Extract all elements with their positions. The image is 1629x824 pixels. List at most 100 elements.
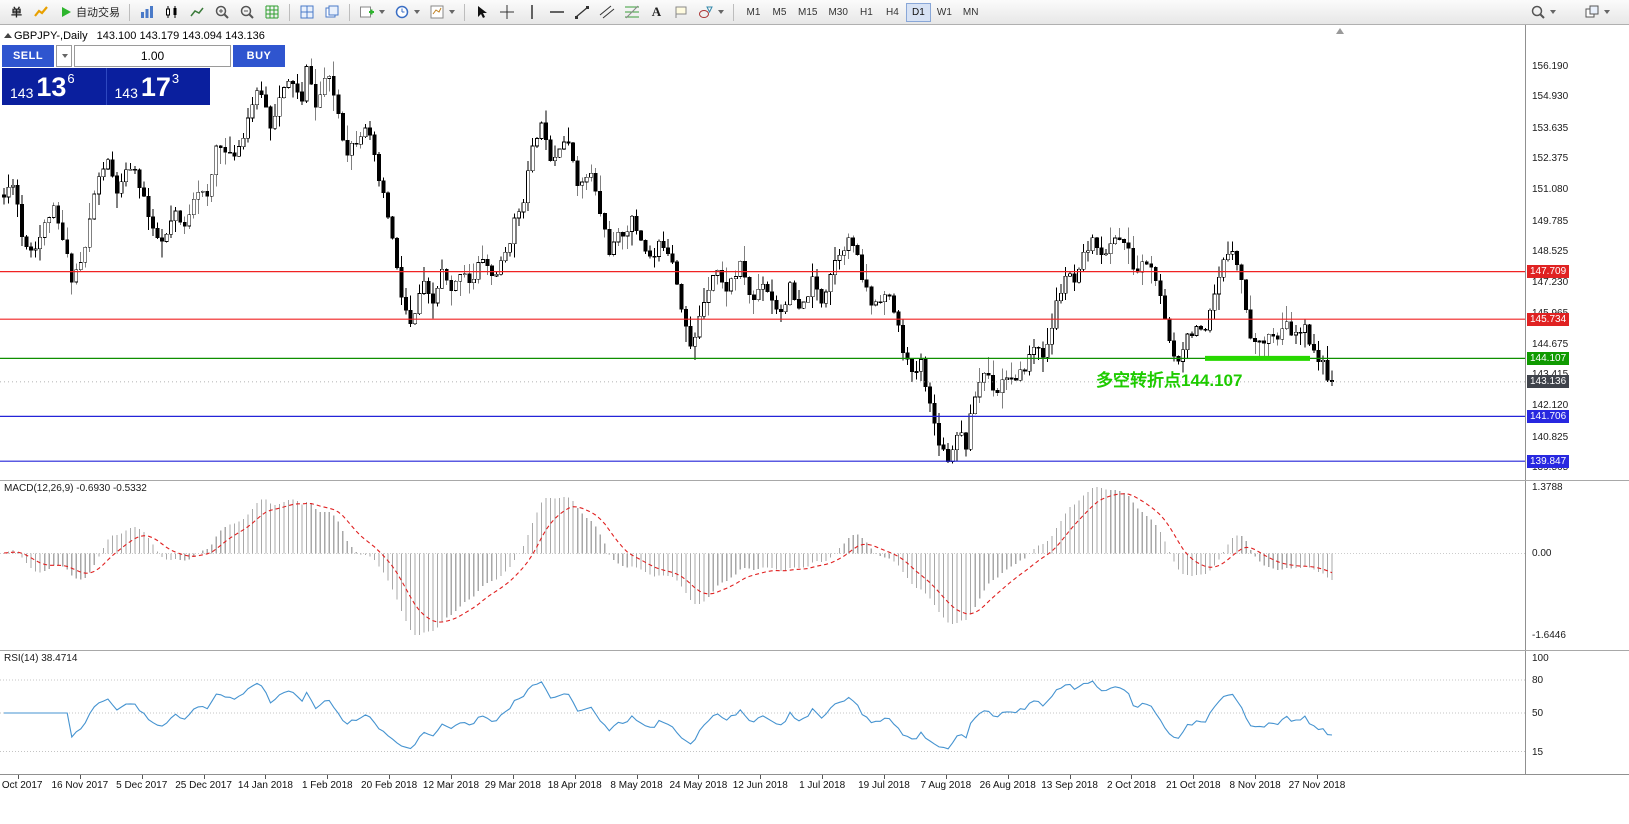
channel-button[interactable] [595, 2, 619, 23]
volume-step-dropdown[interactable] [56, 45, 72, 67]
fibonacci-button[interactable] [620, 2, 644, 23]
chevron-down-icon [379, 10, 385, 14]
periods-button[interactable] [390, 2, 424, 23]
timeframe-h4[interactable]: H4 [886, 6, 899, 18]
symbol-search-button[interactable] [1526, 2, 1560, 23]
new-order-button[interactable]: 单 [11, 7, 22, 19]
price-axis-label: 149.785 [1532, 215, 1569, 227]
macd-plot[interactable] [0, 481, 1525, 650]
time-axis[interactable]: 9 Oct 2017 16 Nov 2017 5 Dec 2017 25 Dec 20… [0, 774, 1629, 800]
time-axis-label: 16 Nov 2017 [51, 780, 109, 791]
shapes-button[interactable] [694, 2, 728, 23]
trendline-button[interactable] [570, 2, 594, 23]
play-icon [62, 7, 71, 17]
line-chart-button[interactable] [185, 2, 209, 23]
volume-input[interactable] [74, 45, 231, 67]
time-axis-label: 1 Feb 2018 [301, 780, 353, 791]
label-tool-button[interactable] [669, 2, 693, 23]
ask-big-figure: 143 [114, 85, 138, 101]
timeframe-h1[interactable]: H1 [860, 6, 873, 18]
chevron-down-icon [1604, 10, 1610, 14]
cascade-windows-button[interactable] [320, 2, 344, 23]
timeframe-mn[interactable]: MN [962, 6, 979, 18]
time-axis-label: 8 Nov 2018 [1229, 780, 1281, 791]
price-axis-label: 142.120 [1532, 400, 1569, 412]
autotrading-button[interactable]: 自动交易 [54, 2, 124, 23]
charts-menu-button[interactable] [29, 2, 53, 23]
toolbar-right-group [1526, 2, 1624, 23]
zoom-out-button[interactable] [235, 2, 259, 23]
rsi-axis-label: 100 [1532, 653, 1549, 664]
time-axis-label: 27 Nov 2018 [1288, 780, 1346, 791]
rsi-axis-label: 15 [1532, 746, 1544, 758]
buy-button[interactable]: BUY [233, 45, 285, 67]
time-axis-tick [327, 775, 329, 779]
text-tool-button[interactable]: A [651, 4, 662, 19]
clock-icon [395, 5, 409, 19]
time-axis-label: 9 Oct 2017 [0, 780, 43, 791]
price-axis-label: 143.415 [1532, 369, 1568, 380]
time-axis-label: 18 Apr 2018 [547, 780, 602, 791]
price-chart-plot[interactable] [0, 25, 1525, 480]
timeframe-d1[interactable]: D1 [905, 2, 931, 22]
price-axis-label: 148.525 [1532, 245, 1569, 257]
time-axis-label: 2 Oct 2018 [1106, 780, 1156, 791]
bar-chart-icon [141, 6, 153, 18]
new-chart-button[interactable] [355, 2, 389, 23]
main-toolbar: 单 自动交易 [0, 0, 1629, 25]
price-badge: 139.847 [1527, 454, 1570, 468]
timeframe-m1[interactable]: M1 [746, 6, 761, 18]
timeframe-w1[interactable]: W1 [936, 6, 952, 18]
vertical-line-button[interactable] [520, 2, 544, 23]
gold-chart-icon [34, 6, 48, 17]
fibonacci-icon [625, 5, 639, 19]
one-click-trading-panel: SELL BUY 143 13 6 143 17 3 [2, 45, 285, 105]
time-axis-tick [203, 775, 205, 779]
price-axis[interactable]: 156.190 154.930 153.635 152.375 151.080 149.7… [1525, 25, 1629, 774]
bar-chart-button[interactable] [135, 2, 159, 23]
window-list-button[interactable] [1580, 2, 1614, 23]
time-axis-tick [883, 775, 885, 779]
timeframe-m5[interactable]: M5 [772, 6, 787, 18]
tile-windows-button[interactable] [295, 2, 319, 23]
time-axis-label: 7 Aug 2018 [920, 780, 972, 791]
bid-point: 6 [67, 71, 75, 86]
zoom-in-icon [215, 5, 229, 19]
candlestick-chart-button[interactable] [160, 2, 184, 23]
timeframe-m15[interactable]: M15 [798, 6, 818, 18]
timeframe-m30[interactable]: M30 [828, 6, 848, 18]
horizontal-line-button[interactable] [545, 2, 569, 23]
time-axis-tick [1131, 775, 1133, 779]
toolbar-separator [464, 3, 465, 21]
time-axis-label: 29 Mar 2018 [484, 780, 541, 791]
ask-point: 3 [171, 71, 180, 86]
time-axis-tick [574, 775, 576, 779]
time-axis-tick [1069, 775, 1071, 779]
time-axis-tick [760, 775, 762, 779]
rsi-line [4, 680, 1333, 750]
ask-price-display[interactable]: 143 17 3 [107, 68, 211, 105]
rsi-plot[interactable] [0, 651, 1525, 774]
chart-shift-marker[interactable] [1336, 28, 1344, 34]
bid-price-display[interactable]: 143 13 6 [2, 68, 106, 105]
time-axis-label: 24 May 2018 [669, 780, 728, 791]
cursor-button[interactable] [470, 2, 494, 23]
time-axis-tick [636, 775, 638, 779]
rsi-axis-label: 50 [1532, 708, 1544, 719]
collapse-quote-panel-arrow[interactable] [4, 33, 12, 38]
search-icon [1531, 5, 1545, 19]
crosshair-button[interactable] [495, 2, 519, 23]
turning-point-annotation[interactable]: 多空转折点144.107 [1096, 371, 1243, 390]
templates-button[interactable] [425, 2, 459, 23]
pane-divider[interactable] [0, 650, 1629, 651]
pane-divider[interactable] [0, 480, 1629, 481]
horizontal-line-icon [550, 11, 564, 13]
time-axis-tick [822, 775, 824, 779]
grid-button[interactable] [260, 2, 284, 23]
time-axis-tick [512, 775, 514, 779]
time-axis-tick [1255, 775, 1257, 779]
zoom-in-button[interactable] [210, 2, 234, 23]
time-axis-label: 5 Dec 2017 [116, 780, 168, 791]
chevron-down-icon [718, 10, 724, 14]
sell-button[interactable]: SELL [2, 45, 54, 67]
